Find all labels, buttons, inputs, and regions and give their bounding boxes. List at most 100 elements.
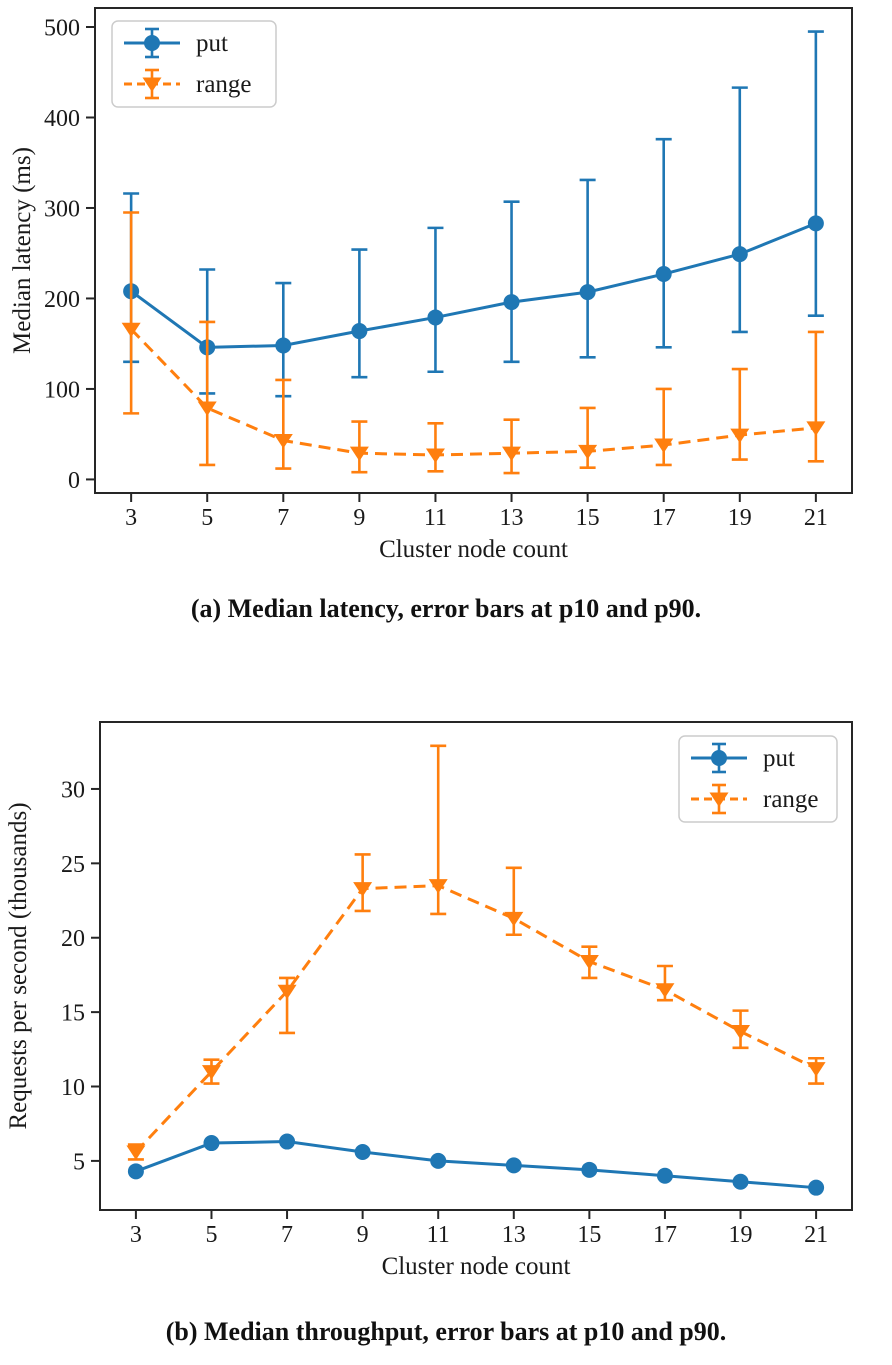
x-tick-label: 9 — [357, 1222, 369, 1248]
plot-border — [94, 7, 853, 494]
legend-entry-put: put — [691, 742, 795, 774]
y-tick-label: 5 — [73, 1149, 85, 1175]
series-line-range — [134, 884, 817, 1154]
y-tick-label: 200 — [44, 287, 80, 313]
x-tick-label: 11 — [427, 1222, 450, 1248]
x-tick-label: 17 — [652, 505, 676, 531]
y-tick-label: 400 — [44, 106, 80, 132]
circle-marker — [505, 1157, 522, 1174]
caption-a: (a) Median latency, error bars at p10 an… — [190, 594, 702, 623]
y-tick-label: 100 — [44, 377, 80, 403]
legend: put range — [678, 735, 838, 823]
circle-marker — [808, 1179, 825, 1196]
x-tick-label: 9 — [353, 505, 365, 531]
y-axis: 0 100 200 300 400 500 — [44, 16, 95, 494]
x-tick-label: 7 — [281, 1222, 293, 1248]
triangle-down-marker — [578, 444, 598, 460]
y-tick-label: 500 — [44, 16, 80, 42]
x-tick-label: 5 — [205, 1222, 217, 1248]
x-axis: 3 5 7 9 11 13 15 17 19 21 — [130, 1210, 828, 1248]
circle-marker — [731, 246, 748, 263]
x-tick-label: 3 — [125, 505, 137, 531]
x-tick-label: 3 — [130, 1222, 142, 1248]
circle-marker — [732, 1173, 749, 1190]
triangle-down-marker — [197, 401, 217, 416]
y-tick-label: 300 — [44, 196, 80, 222]
plot-border — [99, 721, 853, 1211]
circle-marker — [503, 294, 520, 311]
triangle-down-marker — [277, 984, 297, 1000]
legend-circle-marker — [144, 35, 160, 51]
triangle-down-marker — [201, 1065, 221, 1080]
triangle-down-marker — [121, 322, 141, 338]
x-tick-label: 21 — [804, 505, 828, 531]
x-tick-label: 15 — [577, 1222, 601, 1248]
triangle-down-marker — [273, 434, 293, 449]
legend-circle-marker — [711, 750, 727, 766]
circle-marker — [807, 215, 824, 232]
triangle-down-marker — [731, 1024, 751, 1040]
legend-entry-put: put — [124, 27, 228, 59]
triangle-down-marker — [654, 438, 674, 454]
triangle-down-marker — [353, 882, 373, 897]
circle-marker — [579, 284, 596, 301]
y-axis-label: Median latency (ms) — [9, 147, 36, 354]
x-tick-label: 11 — [424, 505, 447, 531]
legend-entry-range: range — [691, 783, 819, 815]
y-axis-label: Requests per second (thousands) — [5, 802, 32, 1129]
triangle-down-marker — [655, 983, 675, 998]
x-tick-label: 19 — [728, 505, 752, 531]
series-range — [126, 744, 826, 1161]
circle-marker — [427, 309, 444, 326]
y-tick-label: 25 — [61, 852, 85, 878]
circle-marker — [127, 1163, 144, 1180]
legend: put range — [111, 20, 277, 108]
triangle-down-marker — [349, 446, 369, 462]
triangle-down-marker — [428, 879, 448, 894]
y-tick-label: 10 — [61, 1075, 85, 1101]
circle-marker — [656, 1167, 673, 1184]
triangle-down-marker — [126, 1145, 146, 1160]
triangle-down-marker — [425, 448, 445, 463]
x-axis-label: Cluster node count — [382, 1253, 571, 1280]
circle-marker — [351, 323, 368, 340]
circle-marker — [655, 266, 672, 283]
circle-marker — [354, 1143, 371, 1160]
x-tick-label: 21 — [804, 1222, 828, 1248]
y-axis: 5 10 15 20 25 30 — [61, 777, 100, 1175]
caption-b: (b) Median throughput, error bars at p10… — [165, 1317, 727, 1346]
legend-label-range: range — [763, 786, 819, 813]
triangle-down-marker — [806, 421, 826, 436]
legend-label-put: put — [196, 30, 228, 57]
legend-triangle-down-marker — [142, 77, 162, 92]
series-line-put — [135, 1140, 817, 1190]
circle-marker — [430, 1152, 447, 1169]
y-tick-label: 0 — [68, 468, 80, 494]
series-line-put — [130, 221, 817, 349]
x-axis-label: Cluster node count — [379, 536, 568, 563]
x-axis: 3 5 7 9 11 13 15 17 19 21 — [125, 493, 828, 531]
triangle-down-marker — [730, 428, 750, 444]
x-tick-label: 5 — [201, 505, 213, 531]
x-tick-label: 7 — [277, 505, 289, 531]
x-tick-label: 13 — [502, 1222, 526, 1248]
x-tick-label: 13 — [500, 505, 524, 531]
legend-label-range: range — [196, 71, 252, 98]
triangle-down-marker — [806, 1062, 826, 1077]
legend-label-put: put — [763, 745, 795, 772]
triangle-down-marker — [502, 446, 522, 462]
triangle-down-marker — [579, 955, 599, 970]
y-tick-label: 20 — [61, 926, 85, 952]
x-tick-label: 15 — [576, 505, 600, 531]
series-range — [121, 211, 826, 475]
legend-triangle-down-marker — [709, 792, 729, 807]
series-line-range — [130, 328, 817, 457]
circle-marker — [581, 1161, 598, 1178]
circle-marker — [279, 1133, 296, 1150]
x-tick-label: 19 — [729, 1222, 753, 1248]
x-tick-label: 17 — [653, 1222, 677, 1248]
triangle-down-marker — [504, 911, 524, 927]
y-tick-label: 15 — [61, 1001, 85, 1027]
